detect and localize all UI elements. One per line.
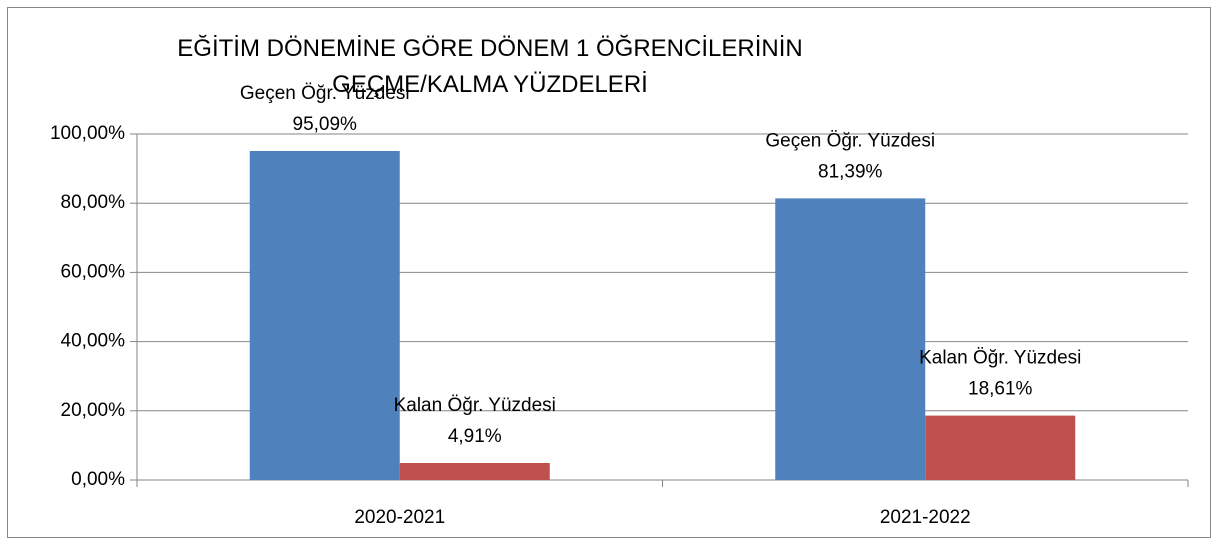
chart-title: EĞİTİM DÖNEMİNE GÖRE DÖNEM 1 ÖĞRENCİLERİ… (177, 35, 803, 98)
data-label: 4,91% (448, 426, 502, 447)
y-tick-label: 0,00% (71, 469, 125, 490)
data-label: 18,61% (968, 379, 1033, 400)
data-label-name: Geçen Öğr. Yüzdesi (765, 130, 935, 151)
data-label: 81,39% (818, 161, 883, 182)
bar (249, 150, 400, 481)
y-tick-label: 20,00% (61, 400, 126, 421)
x-tick-label: 2020-2021 (354, 507, 445, 528)
x-tick-label: 2021-2022 (880, 507, 971, 528)
data-label: 95,09% (293, 114, 358, 135)
y-tick-label: 80,00% (61, 192, 126, 213)
bar (399, 463, 550, 480)
y-tick-label: 60,00% (61, 261, 126, 282)
bar (775, 198, 926, 480)
data-label-name: Kalan Öğr. Yüzdesi (919, 348, 1081, 369)
y-tick-label: 40,00% (61, 331, 126, 352)
bar (925, 415, 1076, 480)
y-tick-label: 100,00% (50, 123, 125, 144)
data-label-name: Geçen Öğr. Yüzdesi (240, 83, 410, 104)
data-label-name: Kalan Öğr. Yüzdesi (394, 395, 556, 416)
